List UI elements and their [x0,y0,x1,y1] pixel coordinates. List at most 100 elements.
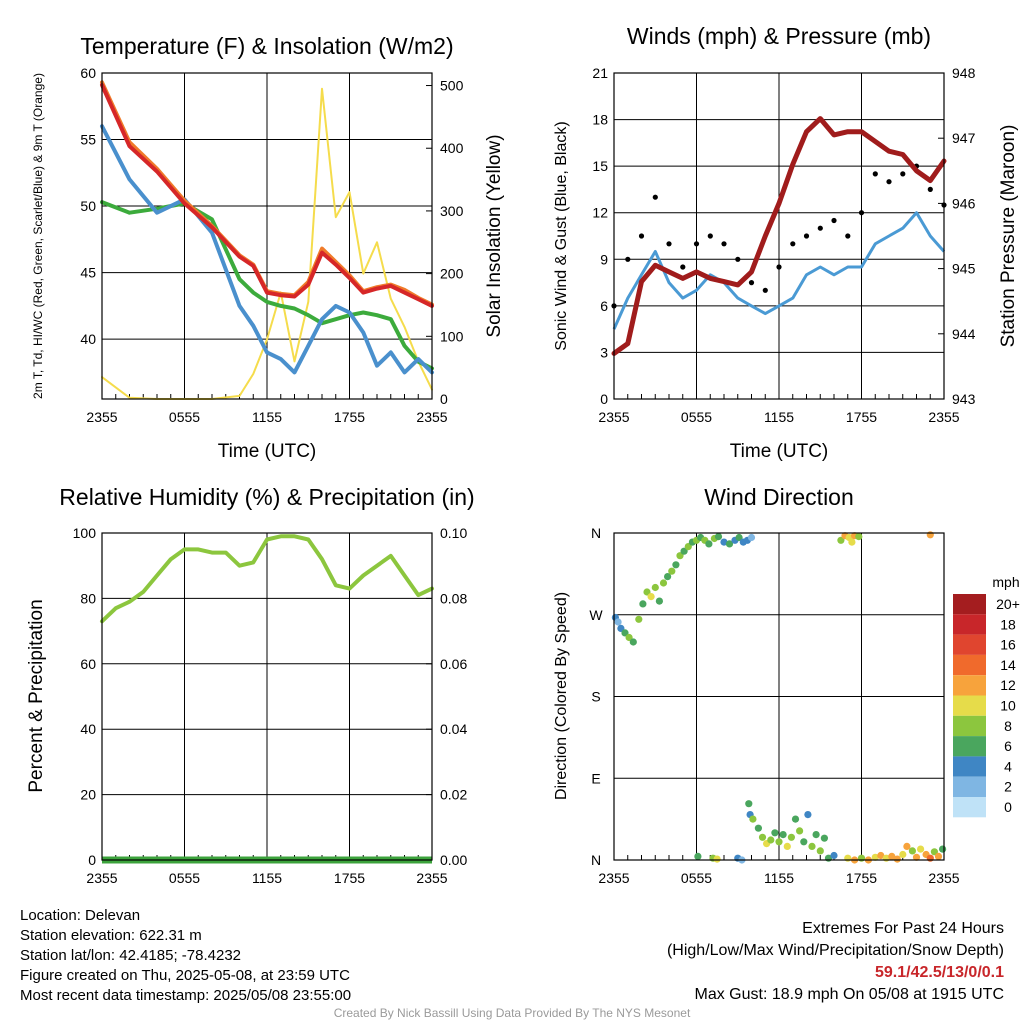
y2-tick-label: 300 [440,203,464,219]
elevation-text: Station elevation: 622.31 m [20,927,202,944]
recent-text: Most recent data timestamp: 2025/05/08 2… [20,987,352,1004]
direction-point [745,800,753,808]
direction-point [635,615,643,623]
x-tick-label: 2355 [416,870,447,886]
x-tick-label: 1155 [764,409,794,425]
gust-point [831,217,837,224]
x-tick-label: 2355 [86,409,117,425]
gust-point [735,256,741,262]
winds-panel: 2355 0555 1155 1755 2355 0 3 6 9 12 15 18 21 943 944 94… [553,23,1019,462]
y-axis-label: Percent & Precipitation [26,599,47,792]
gust-point [666,241,672,247]
direction-point [808,842,816,851]
direction-point [775,838,783,846]
x-tick-label: 0555 [169,870,200,886]
direction-point [629,638,637,646]
legend-label: 20+ [996,596,1020,612]
y-tick-label: 12 [592,205,608,221]
direction-point [643,588,651,596]
gust-point [707,233,713,239]
credit-text: Created By Nick Bassill Using Data Provi… [333,1006,691,1020]
legend-swatch [953,634,986,655]
legend-label: 18 [1000,616,1016,632]
x-tick-label: 1155 [252,409,282,425]
legend-label: 6 [1004,738,1012,754]
gust-point [748,280,755,286]
direction-point [614,618,622,626]
legend-title: mph [992,574,1019,590]
direction-point [735,533,743,542]
x-tick-label: 2355 [598,870,629,886]
gust-point [721,241,727,247]
legend-label: 8 [1004,718,1012,734]
direction-point [912,853,921,861]
legend-swatch [953,797,986,818]
created-text: Figure created on Thu, 2025-05-08, at 23… [20,967,350,984]
chart-title: Winds (mph) & Pressure (mb) [627,23,931,49]
direction-point [621,629,629,637]
gust-point [886,179,892,185]
x-axis-label: Time (UTC) [218,441,317,462]
x-tick-label: 2355 [928,409,959,425]
direction-point [639,600,647,608]
direction-point [903,842,911,851]
y-tick-label: 0 [88,852,96,868]
legend-swatch [953,695,986,716]
y2-tick-label: 0.02 [440,787,467,803]
y-axis-label: Direction (Colored By Speed) [553,592,570,800]
y-tick-label: 50 [80,198,96,214]
chart-title: Wind Direction [704,484,854,510]
y2-tick-label: 0.08 [440,590,467,606]
direction-point [767,836,775,844]
direction-point [647,593,655,601]
direction-point [820,834,829,842]
gust-point [872,171,878,177]
y2-tick-label: 943 [952,391,976,407]
gust-point [652,194,658,200]
y-tick-label: 21 [592,65,608,81]
extremes-panel: Extremes For Past 24 Hours (High/Low/Max… [667,918,1004,1006]
plot-border [613,532,945,861]
latlon-text: Station lat/lon: 42.4185; -78.4232 [20,947,242,964]
direction-point [758,833,767,841]
x-tick-label: 2355 [416,409,447,425]
direction-point [857,854,866,862]
gust-point [817,225,823,231]
y-tick-label: 60 [80,656,96,672]
y2-tick-label: 0.04 [440,721,467,737]
legend-swatch [953,776,986,797]
y2-axis-label: Solar Insolation (Yellow) [484,134,505,337]
direction-point [747,533,756,542]
gust-point [638,233,645,239]
direction-point [749,815,757,823]
x-tick-label: 0555 [169,409,200,425]
series-sonic-wind [612,211,946,330]
legend-swatch [953,736,986,757]
direction-point [725,540,734,548]
legend-label: 14 [1000,657,1016,673]
legend-label: 12 [1000,677,1016,693]
y2-tick-label: 947 [952,130,976,146]
y-tick-label: 6 [600,298,608,314]
y2-tick-label: 500 [440,78,464,94]
y-tick-label: W [589,607,603,623]
chart-title: Relative Humidity (%) & Precipitation (i… [59,484,474,510]
legend-label: 4 [1004,758,1012,774]
y2-tick-label: 0 [440,391,448,407]
direction-point [848,538,856,546]
y-tick-label: 15 [592,158,608,174]
gust-point [762,287,768,293]
direction-point [664,573,672,581]
x-tick-label: 0555 [681,409,712,425]
direction-point [893,855,901,863]
speed-legend: mph 20+ 18 16 14 12 10 8 6 4 2 0 [953,574,1020,818]
y-tick-label: 9 [600,251,608,267]
x-tick-label: 2355 [928,870,959,886]
y2-tick-label: 948 [952,65,976,81]
y-tick-label: 18 [592,112,608,128]
gust-point [625,256,631,262]
direction-point [659,579,668,587]
wind-direction-panel: 2355 0555 1155 1755 2355 N E S W N Wind Direction D… [553,484,1020,886]
legend-swatch [953,675,986,696]
